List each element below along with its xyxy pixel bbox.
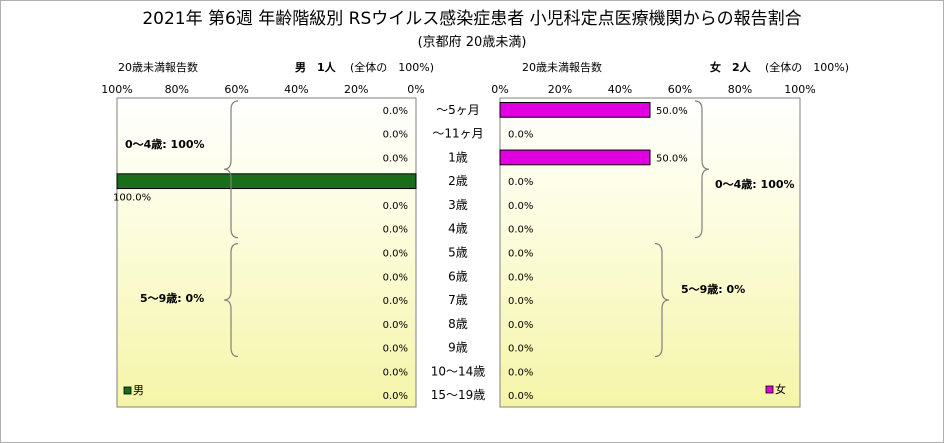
male-legend-swatch [123, 386, 132, 395]
age-category-label: ～11ヶ月 [432, 127, 483, 141]
female-bar [499, 102, 651, 118]
age-category-label: 10～14歳 [431, 364, 486, 378]
male-tick-label: 100% [101, 83, 132, 96]
female-data-label: 50.0% [656, 153, 688, 164]
male-data-label: 0.0% [383, 106, 408, 117]
age-category-label: 9歳 [448, 341, 468, 355]
age-category-label: ～5ヶ月 [436, 103, 480, 117]
male-data-label: 0.0% [383, 153, 408, 164]
female-data-label: 0.0% [508, 201, 533, 212]
female-sex-count: 女 2人 [710, 61, 751, 74]
age-category-label: 7歳 [448, 293, 468, 307]
male-brace-0-4 [223, 100, 239, 239]
female-brace-0-4 [694, 100, 710, 239]
female-data-label: 0.0% [508, 344, 533, 355]
male-data-label: 0.0% [383, 130, 408, 141]
female-data-label: 0.0% [508, 130, 533, 141]
age-category-label: 4歳 [448, 222, 468, 236]
male-legend-label: 男 [133, 384, 144, 397]
age-category-label: 2歳 [448, 174, 468, 188]
female-data-label: 0.0% [508, 296, 533, 307]
female-data-label: 0.0% [508, 249, 533, 260]
female-data-label: 0.0% [508, 177, 533, 188]
female-tick-label: 60% [668, 83, 692, 96]
male-data-label: 0.0% [383, 272, 408, 283]
male-brace-5-9 [223, 243, 239, 358]
male-share-label: (全体の 100%) [350, 61, 435, 74]
female-tick-label: 20% [548, 83, 572, 96]
female-tick-label: 0% [491, 83, 508, 96]
male-sex-count: 男 1人 [295, 61, 336, 74]
female-share-label: (全体の 100%) [765, 61, 850, 74]
chart-title: 2021年 第6週 年齢階級別 RSウイルス感染症患者 小児科定点医療機関からの… [142, 9, 802, 29]
female-brace-5-9 [654, 243, 670, 358]
male-bar [116, 173, 417, 190]
female-data-label: 0.0% [508, 225, 533, 236]
female-count-label: 20歳未満報告数 [522, 61, 602, 74]
age-category-label: 15～19歳 [431, 388, 486, 402]
male-tick-label: 0% [407, 83, 424, 96]
female-tick-label: 80% [728, 83, 752, 96]
male-data-label: 0.0% [383, 296, 408, 307]
female-data-label: 0.0% [508, 367, 533, 378]
male-tick-label: 60% [224, 83, 248, 96]
female-tick-label: 40% [608, 83, 632, 96]
female-data-label: 0.0% [508, 320, 533, 331]
male-data-label: 0.0% [383, 391, 408, 402]
male-data-label: 0.0% [383, 225, 408, 236]
female-legend-swatch [765, 385, 774, 394]
female-brace-label-0-4: 0～4歳: 100% [715, 177, 795, 191]
male-tick-label: 40% [284, 83, 308, 96]
age-category-label: 3歳 [448, 198, 468, 212]
female-legend-label: 女 [775, 382, 786, 396]
age-category-label: 8歳 [448, 317, 468, 331]
female-data-label: 0.0% [508, 272, 533, 283]
female-bar [499, 149, 651, 166]
female-tick-label: 100% [784, 83, 815, 96]
age-category-label: 5歳 [448, 246, 468, 260]
male-tick-label: 20% [344, 83, 368, 96]
female-plot-area [499, 97, 801, 408]
male-data-label: 0.0% [383, 201, 408, 212]
male-data-label: 0.0% [383, 344, 408, 355]
male-data-label: 0.0% [383, 367, 408, 378]
male-data-label: 100.0% [113, 193, 151, 204]
female-data-label: 0.0% [508, 391, 533, 402]
male-data-label: 0.0% [383, 320, 408, 331]
male-brace-label-5-9: 5～9歳: 0% [140, 291, 204, 305]
male-data-label: 0.0% [383, 249, 408, 260]
age-category-label: 6歳 [448, 269, 468, 283]
chart-subtitle: (京都府 20歳未満) [417, 35, 527, 50]
female-data-label: 50.0% [656, 106, 688, 117]
male-plot-area [116, 97, 417, 408]
female-brace-label-5-9: 5～9歳: 0% [681, 282, 745, 296]
male-count-label: 20歳未満報告数 [118, 61, 198, 74]
male-brace-label-0-4: 0～4歳: 100% [125, 137, 205, 151]
male-tick-label: 80% [165, 83, 189, 96]
age-category-label: 1歳 [448, 150, 468, 164]
